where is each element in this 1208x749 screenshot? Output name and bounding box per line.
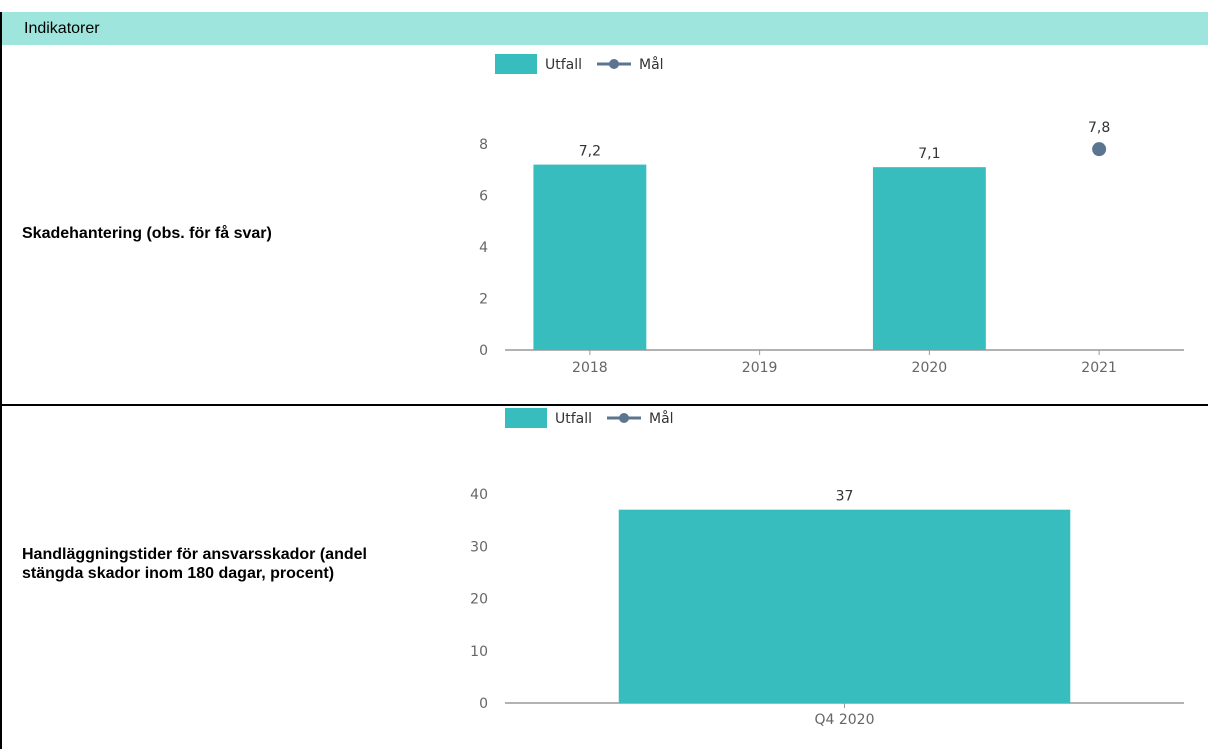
x-tick-label: 2018 [572, 360, 608, 376]
header-title: Indikatorer [24, 20, 100, 37]
legend-marker-mal [619, 413, 629, 423]
y-tick-label: 0 [479, 343, 488, 359]
bar-utfall [618, 509, 1071, 703]
y-tick-label: 6 [479, 189, 488, 205]
y-tick-label: 2 [479, 292, 488, 308]
bar-utfall [872, 167, 986, 350]
x-tick-label: 2019 [742, 360, 778, 376]
data-label-utfall: 7,1 [918, 146, 940, 162]
chart-svg: Utfall Mål 0 2 4 6 8 2018 7,2 2019 2020 7,1 2021 7,8 [479, 54, 1184, 376]
table-left-border [0, 45, 2, 749]
legend-label-mal: Mål [639, 56, 664, 73]
data-label-utfall: 7,2 [579, 144, 601, 160]
x-tick-label: 2020 [912, 360, 948, 376]
y-tick-label: 10 [470, 644, 488, 660]
y-tick-label: 40 [470, 487, 488, 503]
indicators-header: Indikatorer [0, 12, 1208, 45]
legend-marker-mal [609, 59, 619, 69]
y-tick-label: 30 [470, 539, 488, 555]
indicator-label-skadehantering: Skadehantering (obs. för få svar) [22, 225, 272, 242]
legend-label-utfall: Utfall [555, 411, 592, 427]
data-label-utfall: 37 [836, 489, 854, 505]
y-tick-label: 8 [479, 137, 488, 153]
chart-handlaggningstider: Utfall Mål 0 10 20 30 40 Q4 2020 37 [460, 406, 1200, 749]
legend-label-utfall: Utfall [545, 57, 582, 73]
indicator-label-handlaggningstider: Handläggningstider för ansvarsskador (an… [22, 546, 367, 582]
chart-svg: Utfall Mål 0 10 20 30 40 Q4 2020 37 [470, 408, 1184, 728]
x-tick-label: 2021 [1081, 360, 1117, 376]
chart-skadehantering: Utfall Mål 0 2 4 6 8 2018 7,2 2019 2020 7,1 2021 7,8 [460, 45, 1200, 400]
y-tick-label: 4 [479, 240, 488, 256]
y-tick-label: 20 [470, 592, 488, 608]
chart-legend: Utfall Mål [505, 408, 674, 428]
data-label-mal: 7,8 [1088, 120, 1110, 136]
row-divider [0, 404, 1208, 406]
y-tick-label: 0 [479, 696, 488, 712]
x-tick-label: Q4 2020 [814, 712, 874, 728]
legend-swatch-utfall [505, 408, 547, 428]
chart-legend: Utfall Mål [495, 54, 664, 74]
goal-point-mal [1092, 142, 1107, 157]
legend-swatch-utfall [495, 54, 537, 74]
bar-utfall [533, 164, 647, 350]
legend-label-mal: Mål [649, 410, 674, 427]
